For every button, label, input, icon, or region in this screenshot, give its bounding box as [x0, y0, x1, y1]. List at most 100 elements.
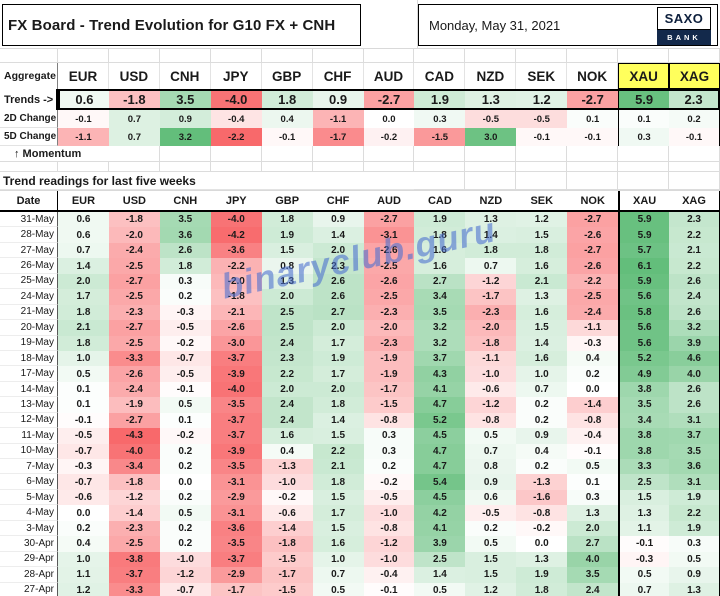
value-cell-xau[interactable]: 3.3 [618, 459, 670, 475]
value-cell-cad[interactable]: 1.4 [414, 567, 466, 583]
value-cell-sek[interactable]: 2.1 [516, 273, 568, 290]
value-cell-aud[interactable]: -2.0 [363, 320, 415, 336]
value-cell-eur[interactable]: 0.4 [58, 536, 109, 552]
value-cell-nok[interactable]: 2.0 [567, 520, 619, 537]
value-cell-cad[interactable]: 4.1 [414, 381, 466, 398]
value-cell-cad[interactable]: 1.6 [414, 258, 466, 274]
value-cell-aud[interactable]: -0.5 [363, 489, 415, 506]
change-2d-cell-eur[interactable]: -0.1 [58, 110, 109, 128]
value-cell-jpy[interactable]: -4.0 [210, 381, 262, 398]
value-cell-xau[interactable]: 0.5 [618, 567, 670, 583]
value-cell-jpy[interactable]: -1.7 [210, 582, 262, 596]
value-cell-aud[interactable]: -1.9 [363, 350, 415, 367]
value-cell-xag[interactable]: 2.2 [669, 258, 720, 274]
value-cell-nzd[interactable]: 0.7 [465, 443, 517, 460]
value-cell-usd[interactable]: -1.8 [108, 212, 160, 228]
value-cell-eur[interactable]: 0.0 [58, 505, 109, 521]
value-cell-usd[interactable]: -3.7 [108, 567, 160, 583]
value-cell-sek[interactable]: 0.9 [516, 428, 568, 444]
value-cell-jpy[interactable]: -3.7 [210, 551, 262, 568]
change-5d-cell-sek[interactable]: -0.1 [516, 128, 568, 146]
value-cell-nok[interactable]: 2.4 [567, 582, 619, 596]
change-5d-cell-cnh[interactable]: 3.2 [159, 128, 211, 146]
value-cell-eur[interactable]: 0.5 [58, 366, 109, 382]
value-cell-usd[interactable]: -1.4 [108, 505, 160, 521]
value-cell-chf[interactable]: 2.0 [312, 381, 364, 398]
value-cell-usd[interactable]: -2.4 [108, 242, 160, 259]
date-cell[interactable]: 26-May [0, 258, 58, 274]
value-cell-xau[interactable]: 5.9 [618, 212, 670, 228]
value-cell-eur[interactable]: -0.7 [58, 474, 109, 490]
value-cell-xag[interactable]: 2.4 [669, 289, 720, 305]
value-cell-nzd[interactable]: -1.0 [465, 366, 517, 382]
value-cell-gbp[interactable]: -0.6 [261, 505, 313, 521]
value-cell-gbp[interactable]: 2.0 [261, 381, 313, 398]
value-cell-nzd[interactable]: -1.7 [465, 289, 517, 305]
value-cell-nzd[interactable]: 1.8 [465, 242, 517, 259]
change-5d-cell-xag[interactable]: -0.1 [669, 128, 720, 146]
value-cell-eur[interactable]: 1.2 [58, 582, 109, 596]
change-5d-cell-jpy[interactable]: -2.2 [210, 128, 262, 146]
value-cell-cnh[interactable]: -1.0 [159, 551, 211, 568]
trend-cell-cnh[interactable]: 3.5 [159, 89, 211, 110]
value-cell-chf[interactable]: 2.0 [312, 242, 364, 259]
value-cell-xau[interactable]: 6.1 [618, 258, 670, 274]
value-cell-eur[interactable]: -0.7 [58, 443, 109, 460]
value-cell-cnh[interactable]: -0.2 [159, 428, 211, 444]
date-cell[interactable]: 28-May [0, 227, 58, 243]
value-cell-jpy[interactable]: -1.8 [210, 289, 262, 305]
value-cell-xag[interactable]: 1.9 [669, 520, 720, 537]
value-cell-cnh[interactable]: -0.5 [159, 366, 211, 382]
value-cell-jpy[interactable]: -3.7 [210, 412, 262, 429]
value-cell-chf[interactable]: 1.7 [312, 335, 364, 351]
value-cell-eur[interactable]: 1.0 [58, 551, 109, 568]
change-5d-cell-xau[interactable]: 0.3 [618, 128, 670, 146]
value-cell-nzd[interactable]: -1.2 [465, 273, 517, 290]
value-cell-xag[interactable]: 1.9 [669, 489, 720, 506]
value-cell-cnh[interactable]: 0.0 [159, 474, 211, 490]
value-cell-xau[interactable]: 5.6 [618, 335, 670, 351]
value-cell-jpy[interactable]: -2.2 [210, 258, 262, 274]
value-cell-aud[interactable]: -1.2 [363, 536, 415, 552]
value-cell-nok[interactable]: 0.4 [567, 350, 619, 367]
value-cell-gbp[interactable]: -0.2 [261, 489, 313, 506]
value-cell-chf[interactable]: 2.1 [312, 459, 364, 475]
value-cell-nok[interactable]: -0.8 [567, 412, 619, 429]
value-cell-cnh[interactable]: 3.6 [159, 227, 211, 243]
value-cell-chf[interactable]: 1.4 [312, 412, 364, 429]
trend-cell-chf[interactable]: 0.9 [312, 89, 364, 110]
value-cell-xag[interactable]: 0.3 [669, 536, 720, 552]
value-cell-sek[interactable]: 0.2 [516, 459, 568, 475]
value-cell-nzd[interactable]: 0.5 [465, 536, 517, 552]
value-cell-chf[interactable]: 0.5 [312, 582, 364, 596]
value-cell-xag[interactable]: 2.6 [669, 304, 720, 321]
value-cell-eur[interactable]: -0.3 [58, 459, 109, 475]
value-cell-sek[interactable]: 1.8 [516, 582, 568, 596]
value-cell-chf[interactable]: 1.8 [312, 397, 364, 413]
value-cell-nok[interactable]: 0.3 [567, 489, 619, 506]
value-cell-cad[interactable]: 0.5 [414, 582, 466, 596]
value-cell-jpy[interactable]: -3.6 [210, 520, 262, 537]
value-cell-gbp[interactable]: -1.0 [261, 474, 313, 490]
value-cell-jpy[interactable]: -4.2 [210, 227, 262, 243]
date-cell[interactable]: 24-May [0, 289, 58, 305]
value-cell-jpy[interactable]: -3.5 [210, 459, 262, 475]
change-2d-cell-cnh[interactable]: 0.9 [159, 110, 211, 128]
value-cell-xag[interactable]: 2.6 [669, 273, 720, 290]
value-cell-jpy[interactable]: -3.5 [210, 397, 262, 413]
value-cell-xau[interactable]: 3.4 [618, 412, 670, 429]
value-cell-cad[interactable]: 5.2 [414, 412, 466, 429]
value-cell-gbp[interactable]: 2.0 [261, 289, 313, 305]
value-cell-chf[interactable]: 2.6 [312, 289, 364, 305]
value-cell-chf[interactable]: 0.7 [312, 567, 364, 583]
date-cell[interactable]: 7-May [0, 459, 58, 475]
value-cell-sek[interactable]: -1.6 [516, 489, 568, 506]
value-cell-gbp[interactable]: -1.7 [261, 567, 313, 583]
trend-cell-usd[interactable]: -1.8 [108, 89, 160, 110]
value-cell-xau[interactable]: 5.9 [618, 227, 670, 243]
change-5d-cell-gbp[interactable]: -0.1 [261, 128, 313, 146]
value-cell-chf[interactable]: 1.0 [312, 551, 364, 568]
date-cell[interactable]: 30-Apr [0, 536, 58, 552]
value-cell-aud[interactable]: -3.1 [363, 227, 415, 243]
value-cell-xau[interactable]: 1.5 [618, 489, 670, 506]
